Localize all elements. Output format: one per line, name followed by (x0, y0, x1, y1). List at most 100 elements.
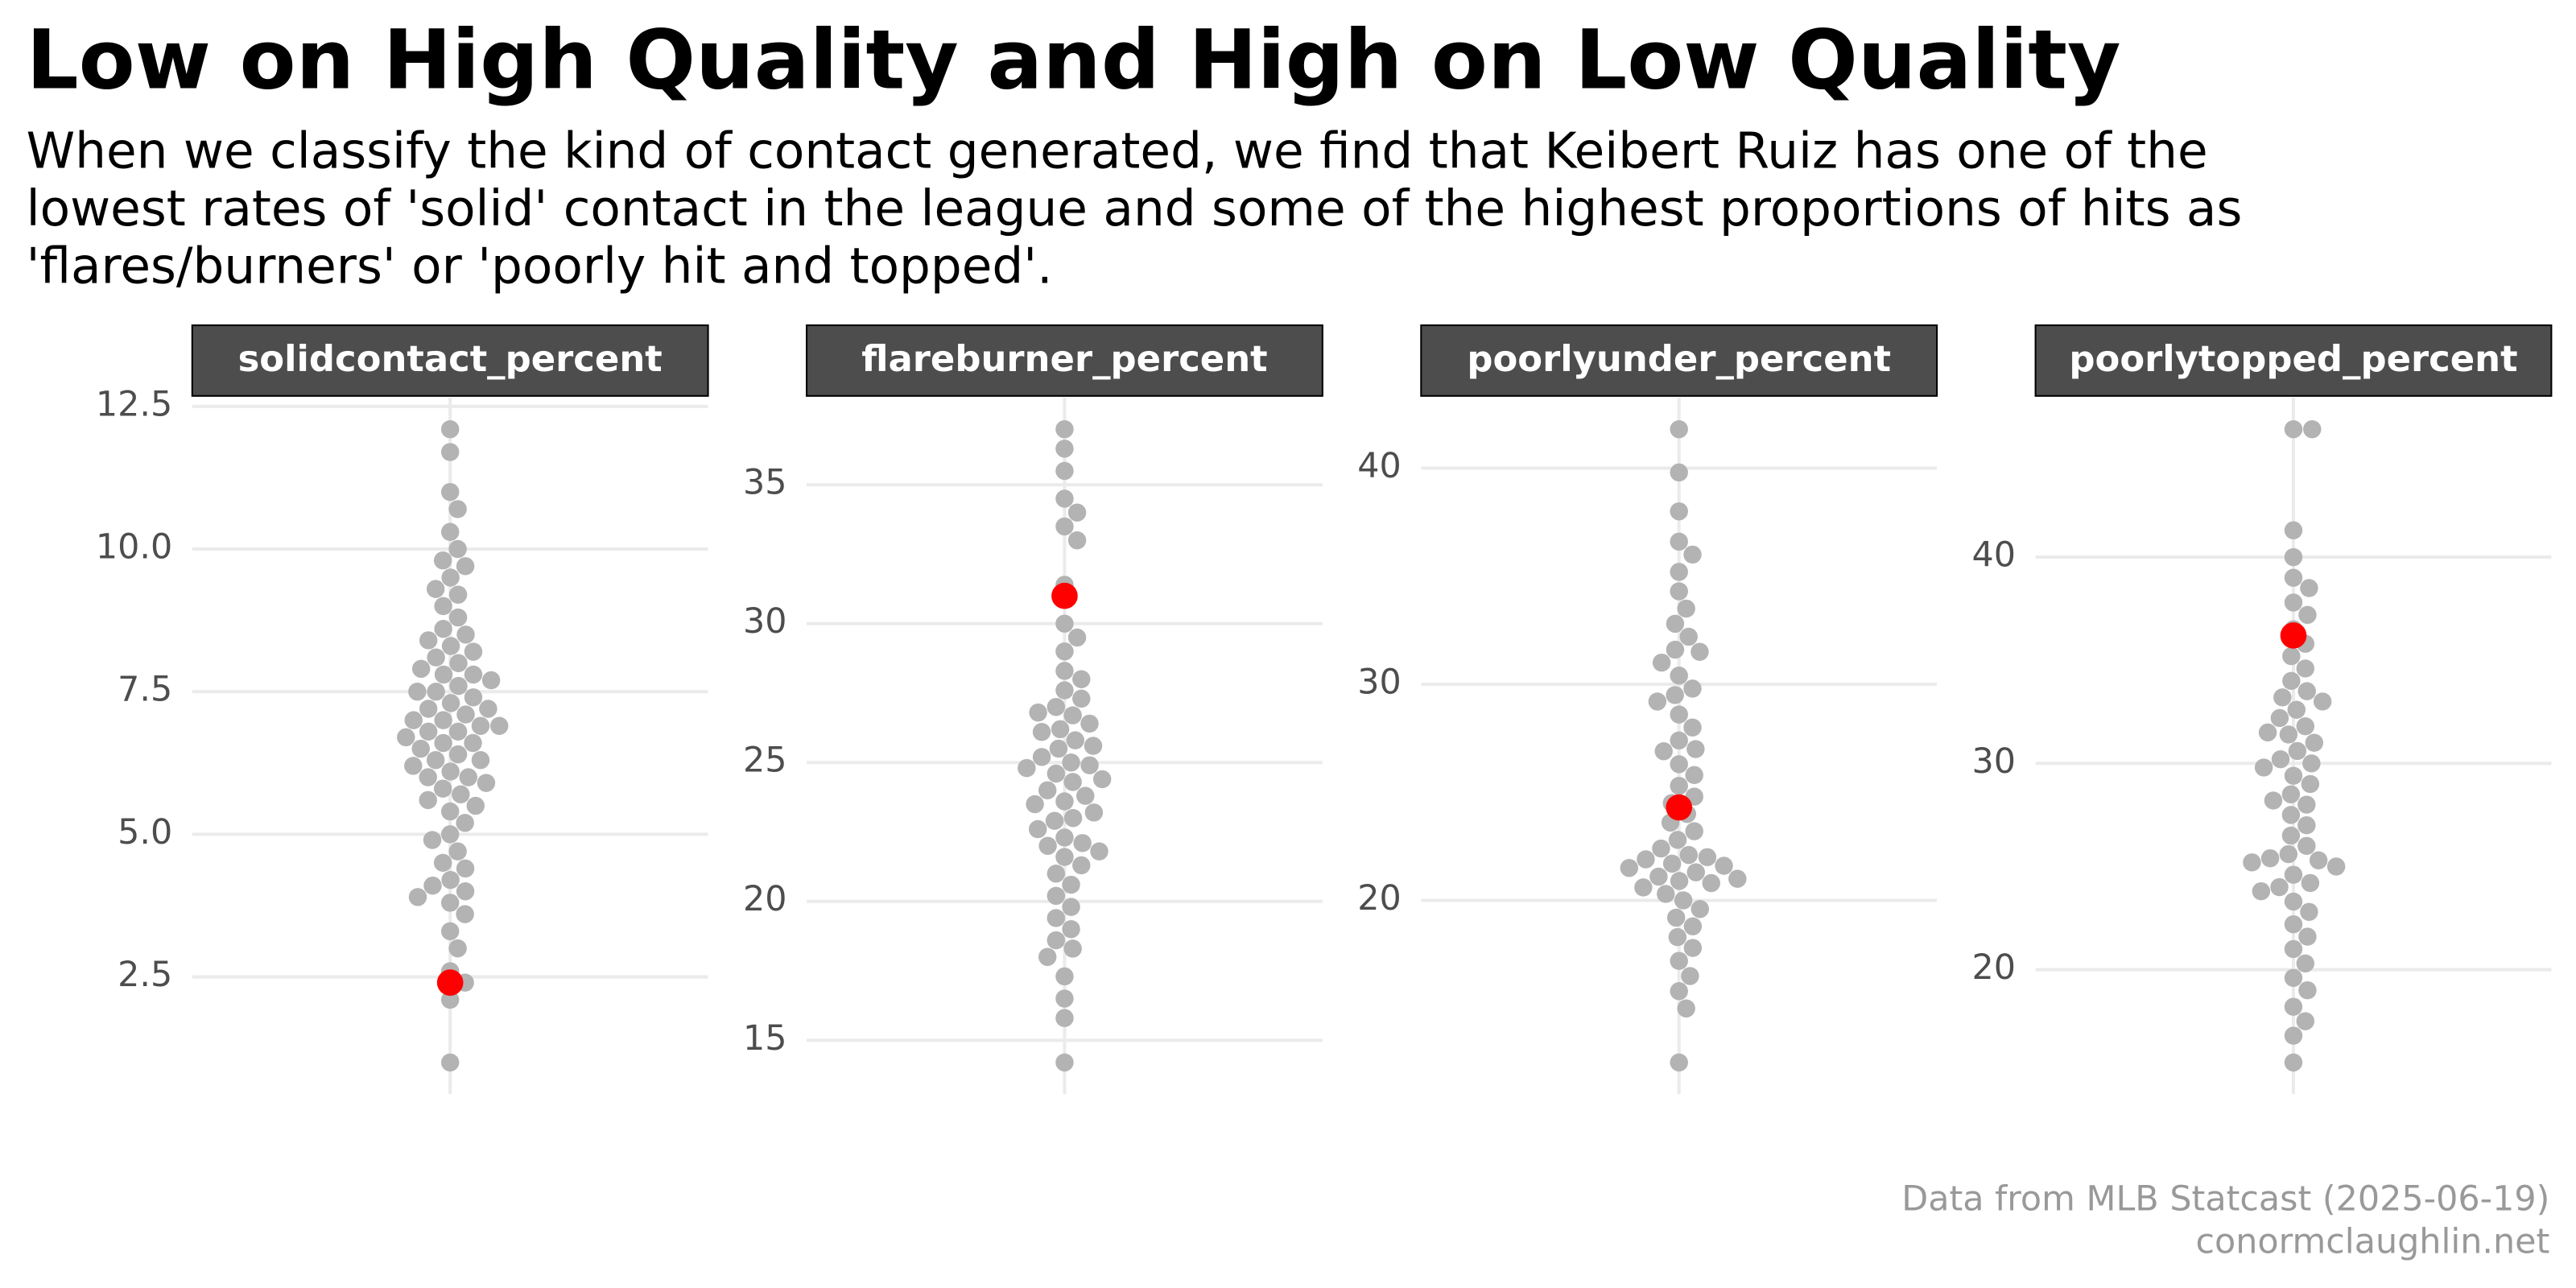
point (456, 813, 474, 832)
point (2284, 1026, 2303, 1045)
point (1055, 440, 1074, 458)
point (1049, 739, 1068, 758)
y-tick-label: 15 (743, 1018, 787, 1059)
point (1067, 503, 1087, 522)
point (1670, 502, 1688, 521)
point (2264, 791, 2283, 810)
point (2297, 682, 2316, 700)
point (1051, 720, 1070, 739)
point (1038, 947, 1057, 966)
point (1670, 419, 1688, 439)
point (433, 779, 452, 798)
point (471, 751, 490, 770)
point (1092, 770, 1112, 789)
point (1670, 1053, 1688, 1072)
point (1073, 834, 1092, 852)
point (1045, 811, 1064, 830)
point (440, 443, 460, 461)
point (2298, 927, 2317, 946)
point (1063, 939, 1082, 958)
point (2303, 419, 2322, 439)
point (1670, 776, 1688, 795)
point (1055, 792, 1074, 811)
point (2281, 785, 2301, 803)
point (1063, 706, 1082, 724)
point (440, 419, 460, 439)
point (1055, 419, 1074, 439)
point (1683, 718, 1702, 737)
y-tick-label: 40 (1357, 446, 1402, 486)
point (1685, 822, 1703, 840)
point (1067, 628, 1087, 647)
point (2281, 806, 2301, 824)
point (2326, 857, 2346, 876)
point (448, 842, 467, 861)
point (1670, 582, 1688, 601)
point (1063, 773, 1082, 791)
point (433, 853, 452, 873)
point (1670, 463, 1688, 482)
point (1046, 886, 1066, 906)
point (2297, 795, 2316, 814)
point (2309, 851, 2328, 869)
point (1698, 848, 1717, 867)
point (1702, 873, 1720, 893)
point (456, 625, 475, 644)
point (2281, 826, 2301, 845)
point (1670, 563, 1688, 581)
point (2270, 708, 2289, 728)
point (1028, 819, 1047, 839)
point (1062, 920, 1080, 939)
point (2260, 848, 2280, 868)
point (441, 637, 460, 655)
point (1055, 681, 1074, 700)
strip-background (2034, 324, 2553, 397)
strip-label: poorlytopped_percent (2069, 337, 2517, 380)
point (1681, 967, 1699, 985)
point (1652, 653, 1671, 672)
point (426, 751, 445, 770)
point (2296, 954, 2315, 973)
caption: conormclaughlin.net (2196, 1221, 2550, 1261)
y-tick-label: 2.5 (118, 955, 172, 995)
point (448, 585, 468, 604)
point (1055, 1009, 1074, 1027)
y-tick-label: 20 (1357, 878, 1402, 919)
point (1715, 857, 1733, 875)
point (1666, 686, 1684, 704)
point (419, 768, 437, 786)
point (1683, 917, 1703, 935)
point (448, 539, 467, 559)
point (1055, 614, 1074, 633)
chart-title: Low on High Quality and High on Low Qual… (27, 12, 2121, 108)
point (1067, 530, 1087, 550)
point (1055, 989, 1074, 1008)
point (1055, 967, 1074, 986)
point (1046, 698, 1066, 716)
point (427, 682, 445, 701)
point (464, 733, 482, 753)
point (1055, 1053, 1074, 1072)
point (404, 757, 423, 775)
point (1084, 737, 1103, 755)
point (2284, 419, 2303, 439)
point (459, 768, 478, 786)
point (426, 580, 445, 598)
point (2284, 568, 2303, 587)
caption: Data from MLB Statcast (2025-06-19) (1901, 1179, 2549, 1219)
point (1670, 872, 1689, 890)
point (1670, 952, 1688, 970)
point (2258, 723, 2277, 742)
point (1055, 489, 1074, 508)
y-tick-label: 10.0 (96, 527, 172, 568)
point (397, 728, 415, 747)
point (1032, 748, 1051, 766)
point (1670, 705, 1688, 724)
point (419, 791, 437, 810)
y-tick-label: 5.0 (118, 812, 172, 852)
point (490, 716, 509, 735)
point (423, 831, 442, 849)
highlight-point (1051, 582, 1078, 609)
point (2282, 671, 2301, 691)
